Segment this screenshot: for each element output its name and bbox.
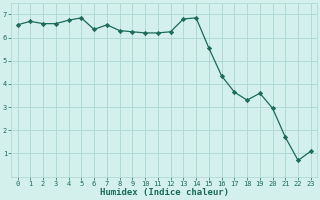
X-axis label: Humidex (Indice chaleur): Humidex (Indice chaleur) <box>100 188 229 197</box>
